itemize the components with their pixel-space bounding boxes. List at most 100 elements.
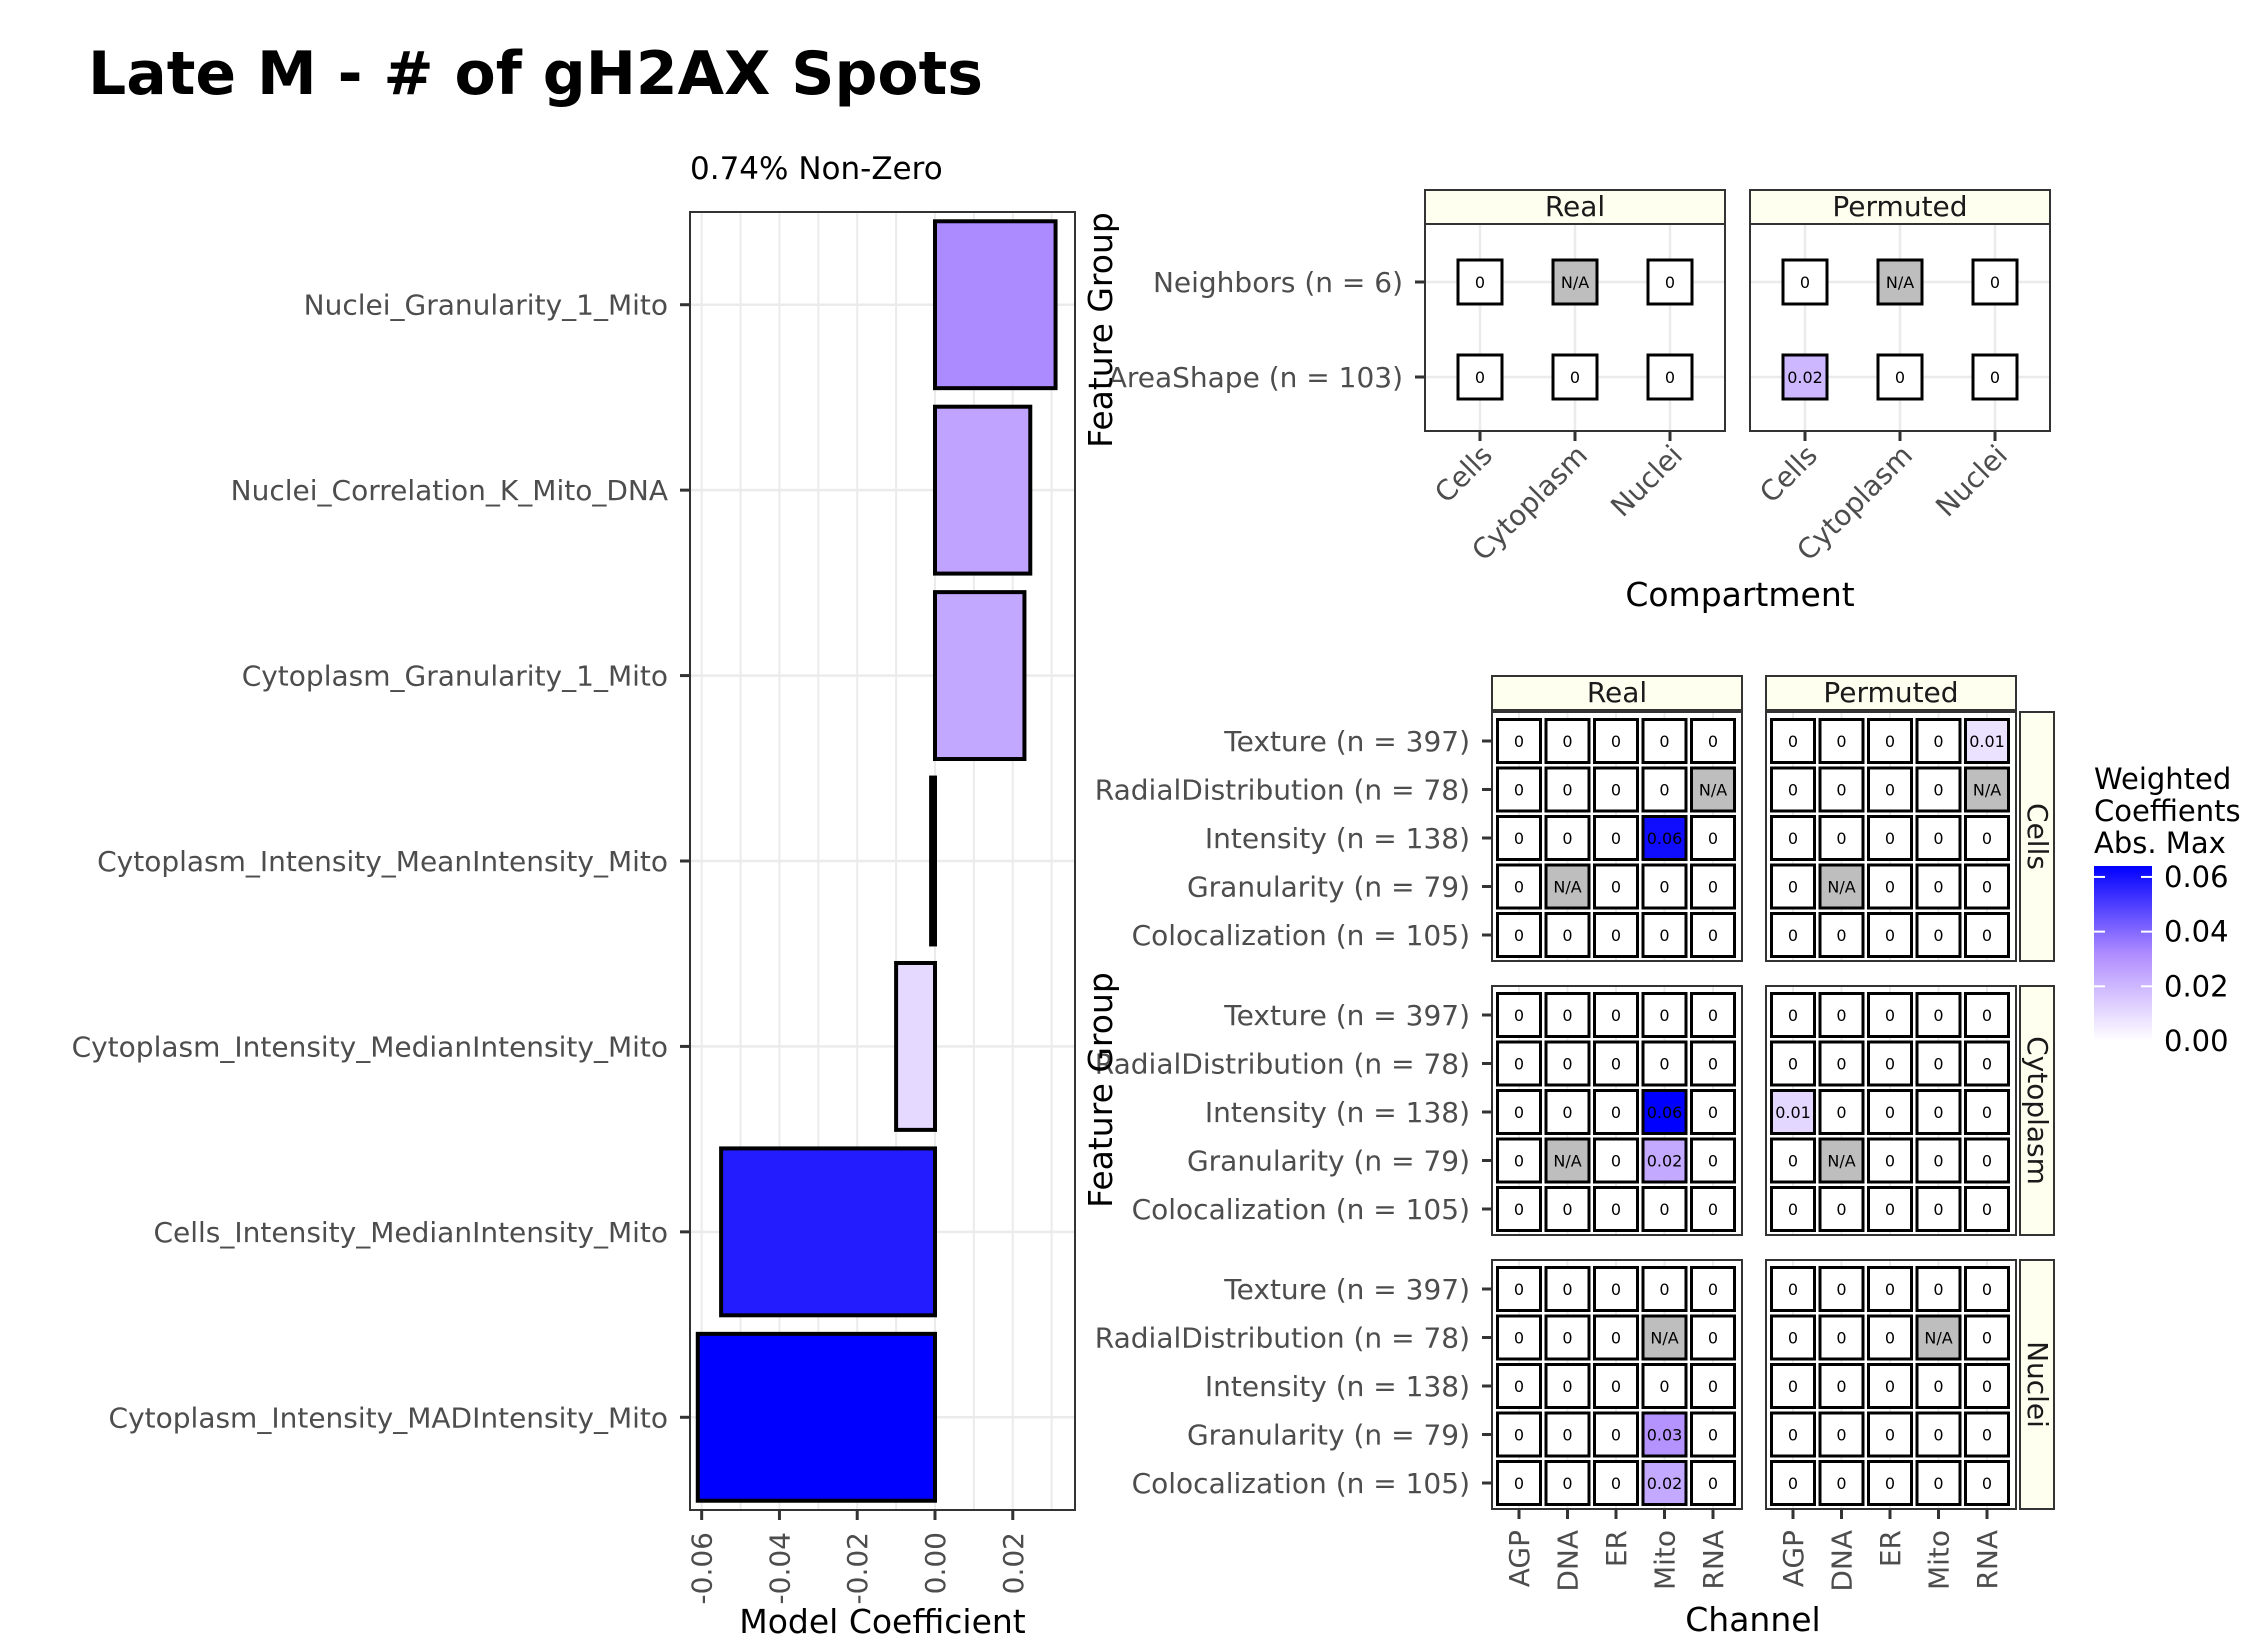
heatmap-cell [1496,1314,1542,1361]
heatmap-cell [1915,718,1962,764]
heatmap-cell [1496,863,1542,910]
heatmap-cell-label: 0 [1836,1200,1846,1219]
heatmap-cell-label: 0 [1933,1377,1943,1396]
heatmap-cell [1593,1460,1639,1506]
heatmap-cell-label: 0 [1885,1426,1895,1445]
heatmap-cell [1496,1460,1542,1506]
heatmap-cell [1690,1137,1736,1184]
heatmap-cell [1770,912,1816,958]
heatmap-cell [1593,1266,1639,1312]
heatmap-cell [1818,1186,1865,1232]
heatmap-cell-label: 0.01 [1969,732,2005,751]
bar-x-tick-label: -0.04 [763,1532,796,1604]
heatmap-cell-label: 0 [1990,368,2000,387]
heatmap-cell [1915,863,1962,910]
top-y-axis-label: Feature Group [1081,212,1120,448]
heatmap-cell-label: 0 [1708,1055,1718,1074]
heatmap-cell [1641,992,1688,1038]
heatmap-cell-label: 0 [1611,1103,1621,1122]
heatmap-cell [1690,1266,1736,1312]
heatmap-cell [1818,815,1865,861]
heatmap-cell [1690,1314,1736,1361]
heatmap-cell-label: 0 [1659,1200,1669,1219]
row-facet-strip [2019,985,2055,1236]
heatmap-cell [1641,1460,1688,1506]
heatmap-cell-label: 0 [1836,1329,1846,1348]
heatmap-cell [1544,718,1591,764]
bottom-y-axis-label: Feature Group [1081,972,1120,1208]
heatmap-cell [1770,863,1816,910]
heatmap-cell [1641,766,1688,813]
heatmap-cell-label: 0 [1514,1426,1524,1445]
heatmap-cell [1867,992,1913,1038]
heatmap-cell [1641,863,1688,910]
heatmap-cell-label: 0 [1895,368,1905,387]
heatmap-cell [1593,1040,1639,1087]
heatmap-cell-label: 0 [1885,1103,1895,1122]
heatmap-cell-label: N/A [1886,273,1914,292]
heatmap-cell-label: 0 [1788,1280,1798,1299]
heatmap-cell-label: 0 [1933,1152,1943,1171]
compartment-axis-label: Compartment [1625,575,1854,614]
heatmap-cell-label: 0 [1933,781,1943,800]
heatmap-cell [1593,815,1639,861]
facet-strip [1491,675,1743,711]
heatmap-row-label: Texture (n = 397) [1223,999,1470,1032]
bar-category-label: Nuclei_Correlation_K_Mito_DNA [231,474,668,507]
heatmap-cell-label: 0 [1562,1055,1572,1074]
heatmap-cell [1690,1411,1736,1458]
bar [933,219,1058,391]
heatmap-cell-label: 0 [1982,1006,1992,1025]
heatmap-cell [1964,1089,2010,1135]
heatmap-cell [1641,912,1688,958]
heatmap-cell [1593,992,1639,1038]
heatmap-row-label: Colocalization (n = 105) [1132,1467,1470,1500]
heatmap-cell [1915,1266,1962,1312]
heatmap-cell-label: 0 [1885,1006,1895,1025]
heatmap-cell-label: 0 [1475,368,1485,387]
heatmap-row-label: RadialDistribution (n = 78) [1095,774,1470,807]
heatmap-cell [1818,1411,1865,1458]
heatmap-cell [1964,1411,2010,1458]
heatmap-cell-label: 0 [1885,1152,1895,1171]
heatmap-cell [1781,258,1829,306]
heatmap-row-label: Intensity (n = 138) [1205,1370,1470,1403]
heatmap-cell [1593,1089,1639,1135]
heatmap-cell [1690,1363,1736,1409]
heatmap-row-label: Intensity (n = 138) [1205,822,1470,855]
heatmap-cell [1593,1314,1639,1361]
legend-title-line: Abs. Max [2094,826,2226,860]
heatmap-cell [1646,258,1694,306]
heatmap-cell [1867,912,1913,958]
heatmap-cell-label: 0 [1788,781,1798,800]
heatmap-cell [1690,992,1736,1038]
heatmap-cell [1544,1089,1591,1135]
heatmap-cell [1544,1266,1591,1312]
heatmap-cell [1770,1186,1816,1232]
heatmap-row-label: RadialDistribution (n = 78) [1095,1322,1470,1355]
heatmap-cell [1690,863,1736,910]
heatmap-cell-label: 0.02 [1787,368,1823,387]
heatmap-cell [1818,718,1865,764]
heatmap-cell-label: 0 [1611,781,1621,800]
heatmap-cell-label: 0 [1933,1426,1943,1445]
heatmap-x-tick-label: DNA [1826,1530,1859,1592]
heatmap-cell-label: 0 [1611,1474,1621,1493]
heatmap-row-label: Granularity (n = 79) [1187,871,1470,904]
heatmap-panel-border [1765,985,2017,1236]
bar [933,590,1027,762]
heatmap-cell [1690,1460,1736,1506]
heatmap-cell-label: 0 [1562,732,1572,751]
heatmap-cell [1964,863,2010,910]
heatmap-cell [1593,863,1639,910]
heatmap-cell-label: 0 [1514,732,1524,751]
facet-strip-label: Real [1587,676,1647,709]
row-facet-strip [2019,711,2055,962]
heatmap-cell [1867,1137,1913,1184]
heatmap-cell-label: 0.06 [1647,1103,1683,1122]
heatmap-cell [1915,815,1962,861]
heatmap-cell-label: 0 [1788,732,1798,751]
bar-category-label: Nuclei_Granularity_1_Mito [304,289,668,322]
heatmap-cell-label: 0 [1788,1474,1798,1493]
